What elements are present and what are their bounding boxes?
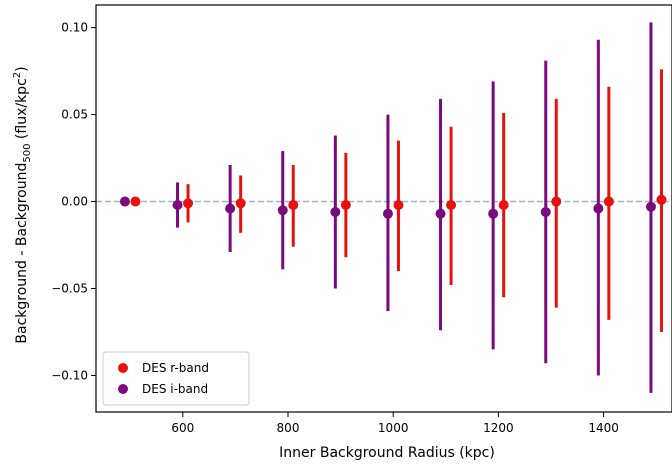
y-axis-label-close: ) [14, 66, 30, 71]
y-axis-label: Background - Background500 (flux/kpc2) [12, 66, 33, 343]
r-band-point-2 [235, 198, 246, 209]
x-tick-label-0: 600 [171, 421, 194, 435]
x-axis-label: Inner Background Radius (kpc) [279, 445, 495, 461]
x-tick-label-3: 1200 [483, 421, 514, 435]
y-tick-label-3: 0.05 [61, 108, 88, 122]
r-band-point-3 [288, 200, 299, 211]
y-axis-label-main: Background - Background [14, 163, 30, 344]
y-tick-label-2: 0.00 [61, 195, 88, 209]
legend-marker-r-band [118, 363, 128, 373]
i-band-point-9 [593, 203, 604, 214]
x-tick-label-4: 1400 [588, 421, 619, 435]
i-band-point-4 [330, 206, 341, 217]
x-tick-label-1: 800 [277, 421, 300, 435]
r-band-point-0 [130, 196, 141, 207]
i-band-point-7 [488, 208, 499, 219]
r-band-point-8 [551, 196, 562, 207]
plot-frame [95, 4, 672, 413]
legend-label-r-band: DES r-band [142, 361, 209, 375]
legend-marker-i-band [118, 384, 128, 394]
r-band-point-5 [393, 200, 404, 211]
i-band-point-10 [645, 201, 656, 212]
x-tick-label-2: 1000 [378, 421, 409, 435]
legend-label-i-band: DES i-band [142, 382, 208, 396]
y-axis-label-subscript: 500 [22, 144, 33, 163]
y-tick-label-1: −0.05 [51, 282, 88, 296]
y-axis-label-exponent: 2 [12, 72, 23, 78]
svg-text:Background - Background500 (fl: Background - Background500 (flux/kpc2) [12, 66, 33, 343]
r-band-point-9 [603, 196, 614, 207]
r-band-point-6 [446, 200, 457, 211]
y-axis-label-unit: (flux/kpc [14, 78, 30, 143]
plot-area: 600 800 1000 1200 1400 −0.10 −0.05 0.00 0.05 0.10… [51, 4, 672, 435]
i-band-point-6 [435, 208, 446, 219]
r-band-point-4 [340, 200, 351, 211]
i-band-point-3 [277, 205, 288, 216]
y-tick-label-0: −0.10 [51, 368, 88, 382]
i-band-point-0 [119, 196, 130, 207]
y-tick-label-4: 0.10 [61, 21, 88, 35]
i-band-point-2 [225, 203, 236, 214]
i-band-point-1 [172, 200, 183, 211]
r-band-point-1 [183, 198, 194, 209]
i-band-point-5 [382, 208, 393, 219]
r-band-point-10 [656, 194, 667, 205]
legend-box [102, 351, 250, 406]
i-band-point-8 [540, 206, 551, 217]
r-band-point-7 [498, 200, 509, 211]
